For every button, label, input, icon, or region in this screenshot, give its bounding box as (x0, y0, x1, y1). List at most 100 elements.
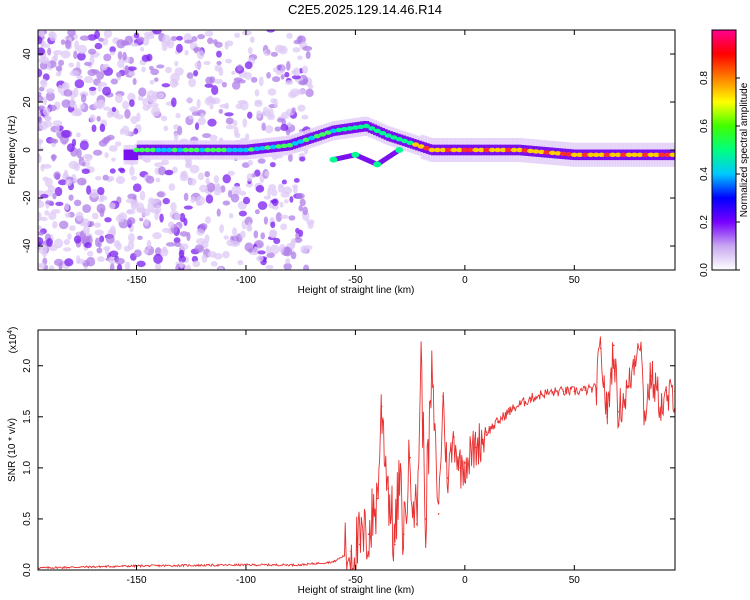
line-peak (324, 130, 332, 135)
noise-blob (128, 99, 135, 107)
noise-blob (308, 84, 314, 90)
noise-blob (178, 255, 186, 263)
noise-blob (161, 227, 171, 233)
noise-blob (254, 101, 263, 108)
noise-blob (293, 67, 301, 76)
snr-point (518, 403, 521, 406)
noise-blob (227, 170, 235, 176)
line-peak (576, 152, 584, 157)
noise-blob (38, 111, 41, 118)
noise-blob (127, 240, 135, 251)
noise-blob (137, 95, 144, 101)
noise-blob (261, 122, 266, 131)
noise-blob (216, 208, 221, 217)
noise-blob (77, 177, 87, 186)
noise-blob (147, 197, 155, 204)
noise-blob (108, 145, 118, 152)
noise-blob (160, 115, 168, 122)
noise-blob (97, 241, 102, 248)
noise-blob (266, 113, 276, 121)
noise-blob (207, 37, 214, 45)
noise-blob (74, 79, 85, 89)
noise-blob (232, 227, 238, 237)
noise-blob (48, 104, 57, 112)
line-core (131, 149, 136, 161)
colorbar-tick-label: 0.8 (699, 71, 710, 85)
noise-blob (38, 225, 43, 231)
noise-blob (115, 114, 124, 120)
snr-point (409, 456, 411, 459)
noise-blob (245, 181, 254, 188)
noise-blob (161, 44, 168, 52)
noise-blob (192, 47, 203, 52)
snr-point (551, 391, 554, 394)
noise-blob (82, 218, 90, 228)
noise-blob (193, 69, 199, 77)
noise-blob (137, 235, 143, 241)
noise-blob (298, 205, 303, 212)
noise-blob (183, 205, 193, 210)
noise-blob (127, 66, 137, 71)
noise-blob (206, 182, 216, 193)
noise-blob (110, 78, 119, 85)
noise-blob (257, 201, 268, 210)
y-tick-label: 40 (22, 48, 33, 60)
noise-blob (236, 64, 243, 71)
noise-blob (194, 122, 200, 131)
noise-blob (75, 211, 84, 222)
noise-blob (66, 143, 75, 153)
noise-blob (204, 234, 210, 243)
noise-blob (297, 55, 303, 61)
noise-blob (263, 49, 272, 57)
noise-blob (55, 71, 62, 77)
line-peak (280, 143, 288, 148)
noise-blob (197, 172, 205, 181)
noise-blob (202, 133, 212, 139)
line-peak (494, 147, 502, 153)
noise-blob (130, 42, 139, 47)
line-peak (488, 147, 496, 153)
noise-blob (61, 82, 68, 90)
noise-blob (82, 204, 92, 213)
noise-blob (282, 186, 293, 195)
noise-blob (38, 153, 41, 163)
noise-blob (288, 215, 296, 221)
noise-blob (96, 247, 103, 254)
snr-y-ticks: 0.0 0.5 1.0 1.5 2.0 (22, 358, 675, 577)
noise-blob (86, 256, 96, 267)
noise-blob (97, 256, 105, 262)
noise-blob (52, 220, 58, 229)
x-tick-label: -100 (236, 275, 256, 286)
line-peak (346, 126, 354, 131)
noise-blob (52, 192, 57, 200)
noise-blob (38, 236, 44, 246)
noise-blob (71, 110, 82, 117)
noise-blob (38, 86, 45, 92)
noise-blob (211, 85, 219, 96)
noise-blob (45, 91, 56, 102)
heatmap-x-ticks: -150 -100 -50 0 50 (126, 30, 580, 286)
line-peak (669, 152, 675, 157)
noise-blob (275, 69, 283, 76)
noise-blob (199, 184, 208, 193)
noise-blob (160, 248, 169, 257)
noise-blob (129, 166, 135, 176)
noise-blob (117, 59, 125, 69)
noise-blob (170, 97, 177, 108)
noise-blob (239, 190, 247, 196)
noise-blob (38, 115, 43, 125)
noise-blob (207, 251, 217, 258)
noise-blob (173, 213, 181, 221)
noise-blob (64, 212, 71, 218)
noise-blob (192, 260, 201, 268)
noise-blob (281, 118, 286, 126)
noise-blob (276, 64, 283, 70)
noise-blob (283, 246, 293, 257)
snr-point (606, 416, 608, 418)
noise-blob (53, 238, 64, 249)
line-peak (319, 132, 327, 137)
noise-blob (69, 98, 75, 108)
noise-blob (44, 115, 52, 122)
noise-blob (222, 174, 231, 184)
